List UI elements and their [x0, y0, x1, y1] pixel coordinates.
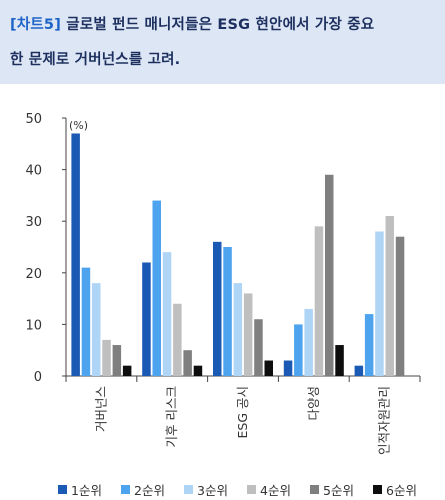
- bar-6순위: [122, 365, 132, 376]
- bar-6순위: [193, 365, 203, 376]
- legend-swatch: [121, 484, 130, 494]
- x-category-label: 인적자원관리: [377, 386, 392, 455]
- legend-swatch: [310, 484, 319, 494]
- y-tick-label: 0: [34, 370, 42, 385]
- bar-4순위: [243, 293, 253, 376]
- chart-title-line-2: 한 문제로 거버넌스를 고려.: [10, 48, 180, 69]
- legend-item: 1순위: [58, 479, 102, 499]
- legend-label: 3순위: [197, 482, 228, 498]
- bar-6순위: [335, 345, 344, 376]
- bar-2순위: [152, 200, 161, 376]
- bar-4순위: [314, 226, 324, 376]
- bar-1순위: [142, 262, 151, 376]
- chart-title-line-1: [차트5] 글로벌 펀드 매니저들은 ESG 현안에서 가장 중요: [10, 13, 374, 34]
- y-unit-label: (%): [69, 119, 88, 132]
- bar-3순위: [233, 283, 243, 376]
- bar-5순위: [325, 174, 334, 376]
- bar-2순위: [364, 314, 374, 376]
- bar-3순위: [304, 308, 313, 376]
- legend-item: 5순위: [310, 479, 354, 499]
- bar-2순위: [223, 247, 232, 376]
- bar-4순위: [102, 339, 111, 376]
- chart-title-text-1: 글로벌 펀드 매니저들은 ESG 현안에서 가장 중요: [66, 17, 375, 33]
- y-tick-label: 20: [25, 267, 42, 282]
- chart-title-box: [차트5] 글로벌 펀드 매니저들은 ESG 현안에서 가장 중요 한 문제로 …: [0, 0, 445, 84]
- bar-5순위: [395, 236, 405, 376]
- bar-5순위: [183, 350, 192, 376]
- bar-3순위: [375, 231, 384, 376]
- y-tick-label: 50: [25, 112, 42, 127]
- bar-5순위: [254, 319, 263, 376]
- bar-2순위: [294, 324, 303, 376]
- legend-swatch: [247, 484, 256, 494]
- legend-item: 2순위: [121, 479, 165, 499]
- x-category-label: 다양성: [306, 386, 321, 421]
- legend-swatch: [58, 484, 67, 494]
- x-category-label: 기후 리스크: [164, 386, 179, 447]
- legend-item: 3순위: [184, 479, 228, 499]
- legend-label: 5순위: [323, 482, 354, 498]
- bar-1순위: [354, 365, 364, 376]
- y-tick-label: 10: [25, 318, 42, 333]
- legend-label: 2순위: [134, 482, 165, 498]
- x-category-label: 거버넌스: [93, 386, 108, 432]
- bar-1순위: [213, 241, 222, 376]
- chart-legend: 1순위 2순위 3순위 4순위 5순위 6순위: [0, 479, 445, 499]
- y-tick-label: 30: [25, 215, 42, 230]
- legend-item: 4순위: [247, 479, 291, 499]
- bar-1순위: [71, 133, 80, 376]
- bar-4순위: [385, 216, 394, 376]
- y-tick-label: 40: [25, 164, 42, 179]
- bar-2순위: [81, 267, 91, 376]
- bar-3순위: [92, 283, 101, 376]
- legend-label: 6순위: [386, 482, 417, 498]
- chart-number-tag: [차트5]: [10, 17, 62, 33]
- legend-item: 6순위: [373, 479, 417, 499]
- bar-1순위: [283, 360, 293, 376]
- bar-6순위: [264, 360, 273, 376]
- bar-4순위: [173, 303, 182, 376]
- bar-5순위: [112, 345, 122, 376]
- chart-title-text-2: 한 문제로 거버넌스를 고려.: [10, 52, 181, 68]
- legend-label: 4순위: [260, 482, 291, 498]
- bar-3순위: [162, 252, 172, 376]
- bar-chart: 0 10 20 30 40 50 (%) 거버넌스 기후 리스크 ESG 공시 다양성 인적자원관리: [25, 112, 421, 455]
- x-category-label: ESG 공시: [235, 386, 250, 439]
- legend-swatch: [184, 484, 193, 494]
- legend-swatch: [373, 484, 382, 494]
- legend-label: 1순위: [71, 482, 102, 498]
